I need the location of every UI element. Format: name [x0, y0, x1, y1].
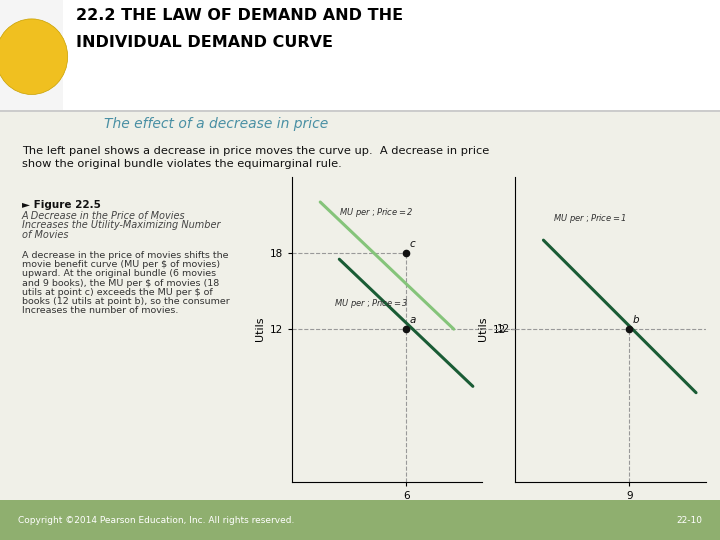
- Text: 22-10: 22-10: [676, 516, 702, 524]
- Text: upward. At the original bundle (6 movies: upward. At the original bundle (6 movies: [22, 269, 216, 279]
- Text: INDIVIDUAL DEMAND CURVE: INDIVIDUAL DEMAND CURVE: [76, 35, 333, 50]
- Text: MU per $; Price = $1: MU per $; Price = $1: [553, 212, 627, 225]
- X-axis label: Books: Books: [593, 507, 627, 516]
- Text: MU per $; Price = $2: MU per $; Price = $2: [339, 206, 414, 219]
- Text: books (12 utils at point b), so the consumer: books (12 utils at point b), so the cons…: [22, 297, 230, 306]
- Text: 12: 12: [497, 324, 510, 334]
- Text: b: b: [633, 315, 640, 325]
- Text: A Decrease in the Price of Movies: A Decrease in the Price of Movies: [22, 211, 185, 221]
- Text: c: c: [410, 239, 415, 249]
- Text: A decrease in the price of movies shifts the: A decrease in the price of movies shifts…: [22, 251, 228, 260]
- Text: utils at point c) exceeds the MU per $ of: utils at point c) exceeds the MU per $ o…: [22, 288, 212, 297]
- Text: Copyright ©2014 Pearson Education, Inc. All rights reserved.: Copyright ©2014 Pearson Education, Inc. …: [18, 516, 294, 524]
- Text: movie benefit curve (MU per $ of movies): movie benefit curve (MU per $ of movies): [22, 260, 220, 269]
- Text: ► Figure 22.5: ► Figure 22.5: [22, 200, 101, 210]
- Text: 22.2 THE LAW OF DEMAND AND THE: 22.2 THE LAW OF DEMAND AND THE: [76, 8, 402, 23]
- Y-axis label: Utils: Utils: [478, 317, 488, 341]
- Text: and 9 books), the MU per $ of movies (18: and 9 books), the MU per $ of movies (18: [22, 279, 219, 288]
- X-axis label: Movies: Movies: [368, 507, 406, 516]
- Text: MU per $; Price = $3: MU per $; Price = $3: [333, 297, 408, 310]
- Text: Increases the Utility-Maximizing Number: Increases the Utility-Maximizing Number: [22, 220, 220, 231]
- Text: of Movies: of Movies: [22, 230, 68, 240]
- Text: The effect of a decrease in price: The effect of a decrease in price: [104, 117, 328, 131]
- Y-axis label: Utils: Utils: [255, 317, 265, 341]
- Text: The left panel shows a decrease in price moves the curve up.  A decrease in pric: The left panel shows a decrease in price…: [22, 146, 489, 156]
- Text: a: a: [410, 315, 416, 325]
- Text: Increases the number of movies.: Increases the number of movies.: [22, 306, 178, 315]
- Text: show the original bundle violates the equimarginal rule.: show the original bundle violates the eq…: [22, 159, 341, 169]
